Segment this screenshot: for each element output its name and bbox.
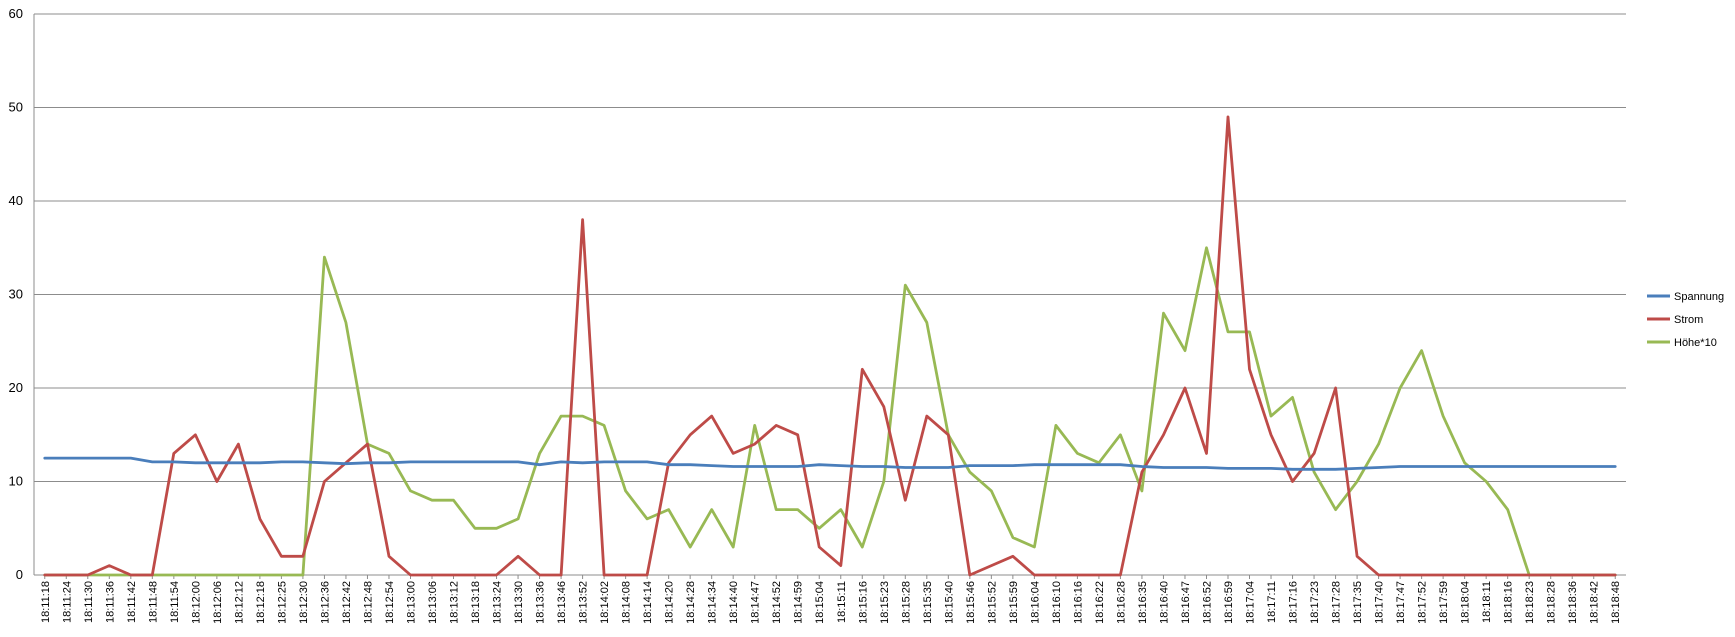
x-tick-label: 18:15:59 (1008, 581, 1020, 624)
x-tick-label: 18:16:47 (1180, 581, 1192, 624)
x-tick-label: 18:11:18 (40, 581, 52, 623)
x-tick-label: 18:14:59 (793, 581, 805, 624)
x-tick-label: 18:11:54 (169, 581, 181, 623)
x-tick-label: 18:11:42 (126, 581, 138, 623)
x-tick-label: 18:12:36 (319, 581, 331, 624)
x-tick-label: 18:14:34 (707, 581, 719, 624)
x-tick-label: 18:13:06 (427, 581, 439, 624)
x-tick-label: 18:16:28 (1115, 581, 1127, 624)
x-tick-label: 18:15:40 (943, 581, 955, 624)
x-tick-label: 18:12:48 (362, 581, 374, 624)
x-tick-label: 18:18:48 (1610, 581, 1622, 624)
x-tick-label: 18:16:52 (1201, 581, 1213, 624)
x-tick-label: 18:17:11 (1266, 581, 1278, 623)
legend-item: Höhe*10 (1647, 337, 1717, 349)
x-tick-label: 18:16:59 (1223, 581, 1235, 624)
y-tick-label: 60 (9, 6, 23, 21)
x-tick-label: 18:12:25 (276, 581, 288, 624)
x-tick-label: 18:16:22 (1094, 581, 1106, 624)
y-tick-label: 40 (9, 193, 23, 208)
x-axis-ticks: 18:11:18 18:11:24 18:11:30 18:11:36 18:11:42… (40, 575, 1622, 624)
x-tick-label: 18:15:28 (900, 581, 912, 624)
series-line-strom (43, 115, 1617, 577)
x-tick-label: 18:18:36 (1567, 581, 1579, 624)
x-tick-label: 18:17:47 (1395, 581, 1407, 624)
x-tick-label: 18:11:30 (83, 581, 95, 623)
gridlines (34, 13, 1626, 482)
series-line-spannung (43, 456, 1617, 471)
legend-item: Spannung (1647, 291, 1724, 303)
x-tick-label: 18:15:35 (922, 581, 934, 624)
y-tick-label: 30 (9, 287, 23, 302)
x-tick-label: 18:15:46 (965, 581, 977, 624)
x-tick-label: 18:18:16 (1503, 581, 1515, 624)
x-tick-label: 18:13:24 (492, 581, 504, 624)
x-tick-label: 18:16:16 (1072, 581, 1084, 624)
plot-area (43, 115, 1617, 577)
x-tick-label: 18:16:10 (1051, 581, 1063, 624)
x-tick-label: 18:18:04 (1460, 581, 1472, 624)
x-tick-label: 18:13:46 (556, 581, 568, 624)
x-tick-label: 18:17:16 (1288, 581, 1300, 624)
legend-item: Strom (1647, 314, 1703, 326)
x-tick-label: 18:11:36 (104, 581, 116, 623)
x-tick-label: 18:18:11 (1481, 581, 1493, 623)
x-tick-label: 18:18:42 (1589, 581, 1601, 624)
x-tick-label: 18:17:35 (1352, 581, 1364, 624)
x-tick-label: 18:11:24 (61, 581, 73, 623)
x-tick-label: 18:12:06 (212, 581, 224, 624)
x-tick-label: 18:18:23 (1524, 581, 1536, 624)
y-tick-label: 50 (9, 100, 23, 115)
x-tick-label: 18:14:40 (728, 581, 740, 624)
x-tick-label: 18:15:04 (814, 581, 826, 624)
x-tick-label: 18:12:54 (384, 581, 396, 624)
legend: Spannung Strom Höhe*10 (1647, 291, 1724, 349)
x-tick-label: 18:17:52 (1417, 581, 1429, 624)
x-tick-label: 18:16:40 (1158, 581, 1170, 624)
x-tick-label: 18:11:48 (147, 581, 159, 623)
x-tick-label: 18:13:00 (405, 581, 417, 624)
x-tick-label: 18:14:28 (685, 581, 697, 624)
series-line-h-he-10 (43, 246, 1617, 577)
x-tick-label: 18:12:18 (255, 581, 267, 624)
x-tick-label: 18:13:30 (513, 581, 525, 624)
x-tick-label: 18:16:04 (1029, 581, 1041, 624)
x-tick-label: 18:13:12 (449, 581, 461, 624)
legend-label: Höhe*10 (1674, 337, 1717, 349)
x-tick-label: 18:12:42 (341, 581, 353, 624)
y-axis-ticks: 0 10 20 30 40 50 60 (9, 6, 23, 582)
x-tick-label: 18:17:04 (1245, 581, 1257, 624)
legend-label: Strom (1674, 314, 1703, 326)
y-tick-label: 10 (9, 474, 23, 489)
y-tick-label: 20 (9, 380, 23, 395)
x-tick-label: 18:14:52 (771, 581, 783, 624)
x-tick-label: 18:14:20 (664, 581, 676, 624)
x-tick-label: 18:17:23 (1309, 581, 1321, 624)
x-tick-label: 18:13:18 (470, 581, 482, 624)
x-tick-label: 18:12:00 (190, 581, 202, 624)
x-tick-label: 18:13:36 (535, 581, 547, 624)
x-tick-label: 18:15:16 (857, 581, 869, 624)
x-tick-label: 18:14:47 (750, 581, 762, 624)
x-tick-label: 18:14:08 (621, 581, 633, 624)
x-tick-label: 18:17:28 (1331, 581, 1343, 624)
x-tick-label: 18:18:28 (1546, 581, 1558, 624)
x-tick-label: 18:13:52 (578, 581, 590, 624)
x-tick-label: 18:15:23 (879, 581, 891, 624)
x-tick-label: 18:17:40 (1374, 581, 1386, 624)
x-tick-label: 18:14:14 (642, 581, 654, 624)
x-tick-label: 18:15:11 (836, 581, 848, 623)
x-tick-label: 18:14:02 (599, 581, 611, 624)
legend-label: Spannung (1674, 291, 1724, 303)
x-tick-label: 18:15:52 (986, 581, 998, 624)
x-tick-label: 18:16:35 (1137, 581, 1149, 624)
x-tick-label: 18:17:59 (1438, 581, 1450, 624)
x-tick-label: 18:12:12 (233, 581, 245, 624)
x-tick-label: 18:12:30 (298, 581, 310, 624)
y-tick-label: 0 (16, 567, 23, 582)
